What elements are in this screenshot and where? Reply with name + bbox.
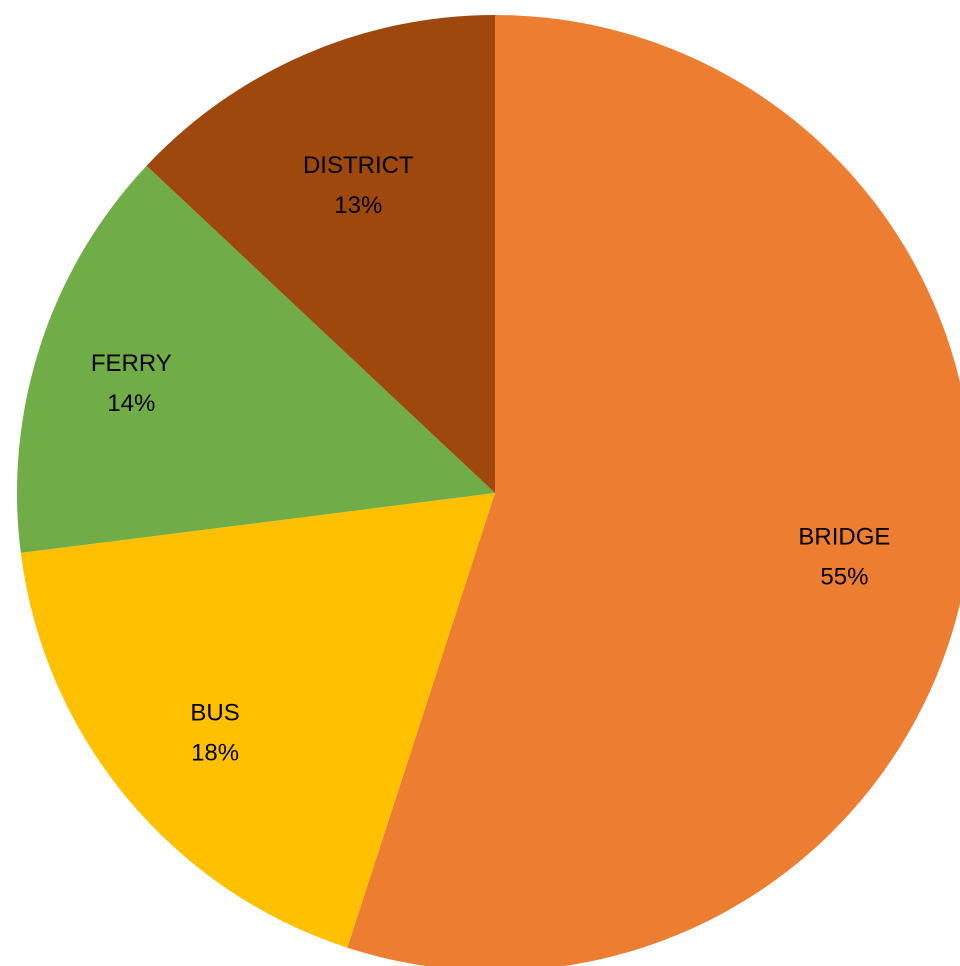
slice-value-label-bridge: 55% (820, 563, 868, 590)
slice-category-label-bridge: BRIDGE (798, 523, 890, 550)
pie-slice-ferry (17, 165, 495, 553)
slice-category-label-district: DISTRICT (303, 152, 414, 179)
slice-category-label-bus: BUS (190, 700, 239, 727)
slice-category-label-ferry: FERRY (91, 350, 172, 377)
slice-value-label-ferry: 14% (107, 390, 155, 417)
pie-labels: BRIDGE 55% BUS 18% FERRY 14% DISTRICT 13% (91, 152, 891, 767)
slice-value-label-bus: 18% (191, 740, 239, 767)
slice-value-label-district: 13% (334, 192, 382, 219)
pie-slice-district (146, 15, 496, 493)
pie-slices (17, 15, 960, 966)
pie-slice-bridge (347, 15, 960, 966)
pie-slice-bus (20, 493, 496, 948)
